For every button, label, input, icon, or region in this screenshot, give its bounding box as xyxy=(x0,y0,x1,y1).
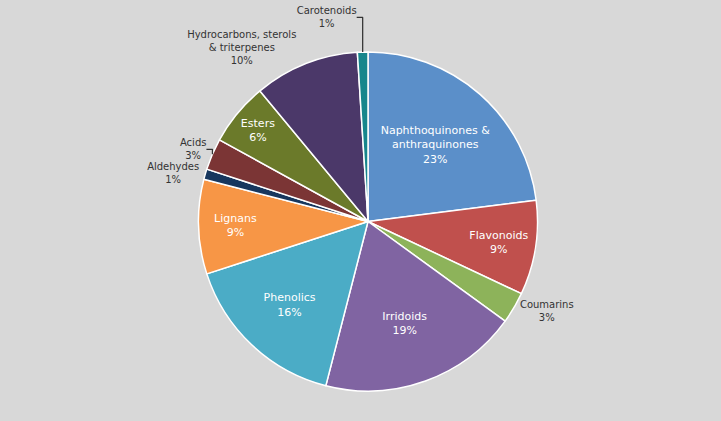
svg-text:Coumarins3%: Coumarins3% xyxy=(520,299,574,323)
svg-text:Lignans9%: Lignans9% xyxy=(214,212,257,239)
svg-text:Aldehydes1%: Aldehydes1% xyxy=(147,161,199,185)
svg-text:Irridoids19%: Irridoids19% xyxy=(382,310,427,337)
svg-text:Phenolics16%: Phenolics16% xyxy=(264,291,316,318)
svg-text:Carotenoids1%: Carotenoids1% xyxy=(297,5,357,29)
svg-text:Hydrocarbons, sterols& triterp: Hydrocarbons, sterols& triterpenes10% xyxy=(187,29,296,66)
svg-text:Flavonoids9%: Flavonoids9% xyxy=(469,229,528,256)
svg-text:Acids3%: Acids3% xyxy=(180,137,207,161)
svg-text:Esters6%: Esters6% xyxy=(241,117,275,144)
svg-text:Naphthoquinones &anthraquinone: Naphthoquinones &anthraquinones23% xyxy=(381,124,491,166)
